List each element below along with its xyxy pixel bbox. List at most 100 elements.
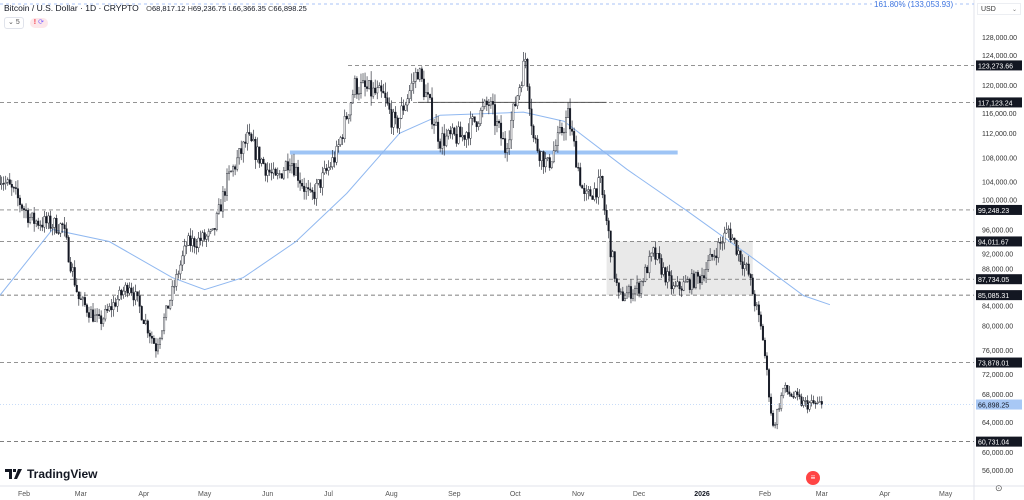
alert-badge[interactable]: ! ⟳ (29, 18, 48, 28)
candle-body (412, 81, 415, 84)
candle (540, 151, 543, 170)
high-label: H (187, 4, 193, 13)
candle-body (414, 72, 417, 82)
indicators-toggle[interactable]: ⌄ 5 (4, 17, 24, 29)
candle (355, 76, 358, 99)
candle (89, 306, 92, 318)
candle (755, 302, 758, 311)
candle (589, 186, 592, 197)
candle (305, 182, 308, 200)
candle (443, 124, 446, 156)
candle-body (205, 235, 208, 240)
candle (197, 232, 200, 253)
scale-settings-icon[interactable]: ⊙ (995, 483, 1003, 493)
candle-body (489, 101, 492, 106)
candle-body (735, 239, 738, 255)
candle-body (794, 391, 797, 398)
level-badge (976, 60, 1022, 71)
candle (132, 286, 135, 307)
candle (816, 396, 819, 405)
candle-body (154, 343, 157, 352)
candle (148, 329, 151, 344)
candle (246, 124, 249, 151)
candle (536, 135, 539, 153)
candle-body (812, 400, 815, 404)
tradingview-logo[interactable]: TradingView (5, 467, 97, 481)
candle (272, 162, 275, 179)
candle-body (615, 278, 618, 283)
candle-body (195, 246, 198, 248)
y-tick-label: 64,000.00 (982, 420, 1013, 427)
candle (632, 289, 635, 302)
candle (560, 122, 563, 136)
candle-body (469, 118, 472, 139)
candle-body (765, 355, 768, 370)
currency-select[interactable]: USD ⌄ (977, 3, 1021, 15)
candle (299, 172, 302, 191)
candle (575, 135, 578, 168)
candle-body (532, 125, 535, 139)
candle (195, 238, 198, 255)
candle (510, 111, 513, 150)
candle (406, 94, 409, 112)
candle (644, 264, 647, 283)
candle (8, 173, 11, 185)
candle-body (23, 208, 26, 210)
candle-body (774, 424, 777, 426)
candle-body (487, 104, 490, 106)
candle (688, 277, 691, 294)
candle-body (540, 151, 543, 161)
candle (634, 285, 637, 302)
candle-body (634, 288, 637, 295)
candle-body (660, 258, 663, 275)
candle-body (14, 187, 17, 189)
candle (636, 275, 639, 296)
candle-body (605, 210, 608, 221)
candle-body (674, 285, 677, 287)
candle-body (688, 279, 691, 290)
candle (250, 132, 253, 143)
y-tick-label: 96,000.00 (982, 227, 1013, 234)
candle (426, 82, 429, 103)
candle (193, 236, 196, 254)
candle-body (808, 402, 811, 410)
candle-body (349, 102, 352, 116)
candle (414, 67, 417, 89)
candle-body (118, 289, 121, 300)
candle (640, 280, 643, 298)
candle (674, 280, 677, 288)
candle-body (526, 58, 529, 87)
candle (295, 163, 298, 176)
flag-icon[interactable]: ≡ (806, 471, 820, 485)
candle (808, 400, 811, 412)
candle-body (25, 209, 28, 211)
candle-body (221, 191, 224, 212)
candle-body (451, 127, 454, 135)
candle (59, 222, 62, 238)
candle (280, 173, 283, 179)
candle-body (457, 126, 460, 144)
candle (94, 308, 97, 322)
candle-body (292, 163, 295, 176)
candle (290, 154, 293, 174)
candle-body (435, 121, 438, 126)
candle-body (690, 273, 693, 290)
candle-body (260, 158, 263, 164)
candle (317, 179, 320, 186)
symbol-title[interactable]: Bitcoin / U.S. Dollar · 1D · CRYPTO (4, 3, 139, 13)
candle-body (520, 85, 523, 88)
candle (372, 82, 375, 99)
candle-body (209, 229, 212, 232)
candle-body (319, 179, 322, 188)
y-tick-label: 84,000.00 (982, 304, 1013, 311)
candle-body (546, 157, 549, 159)
candle-body (692, 273, 695, 288)
y-tick-label: 104,000.00 (982, 179, 1017, 186)
candle-body (230, 170, 233, 173)
candle (173, 279, 176, 294)
candle-body (696, 272, 699, 277)
candle (55, 214, 58, 235)
x-tick-label: Mar (816, 491, 829, 498)
candle-body (753, 293, 756, 307)
